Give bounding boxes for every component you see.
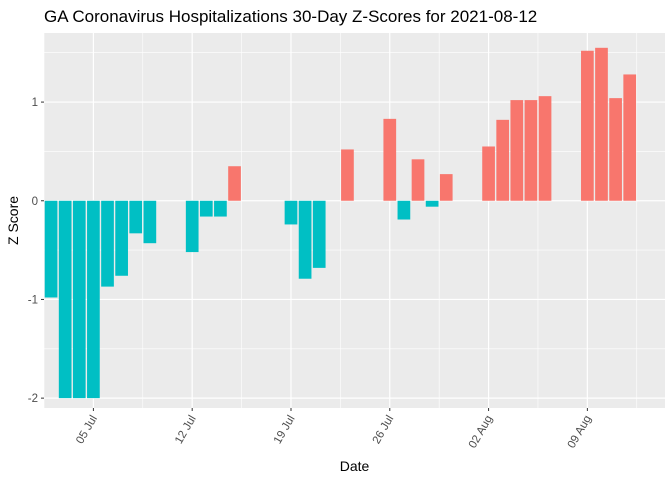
bar — [439, 174, 453, 201]
bar — [312, 200, 326, 268]
bar — [341, 149, 354, 201]
x-tick-label: 19 Jul — [272, 414, 298, 447]
bar — [595, 47, 608, 201]
x-tick-label: 02 Aug — [467, 414, 495, 451]
bar — [284, 200, 298, 225]
bar — [214, 200, 227, 217]
bars — [44, 47, 637, 399]
bar — [199, 200, 213, 217]
bar — [609, 98, 622, 201]
x-tick-label: 09 Aug — [566, 414, 594, 451]
y-tick-label: 0 — [32, 196, 38, 208]
bar — [411, 159, 425, 201]
chart-title: GA Coronavirus Hospitalizations 30-Day Z… — [44, 7, 537, 26]
x-tick-label: 12 Jul — [173, 414, 199, 447]
bar — [383, 118, 397, 201]
bar — [425, 200, 439, 207]
x-tick-label: 05 Jul — [74, 414, 100, 447]
bar — [129, 200, 143, 234]
y-axis: -2 -1 0 1 — [28, 97, 44, 405]
bar — [538, 96, 552, 201]
bar — [496, 119, 510, 201]
bar — [58, 200, 72, 399]
bar — [482, 146, 495, 201]
bar — [581, 50, 594, 201]
bar — [44, 200, 58, 298]
y-tick-label: 1 — [32, 97, 38, 109]
bar — [524, 100, 538, 201]
y-tick-label: -2 — [28, 393, 38, 405]
bar — [87, 200, 100, 399]
grid-lines — [43, 33, 665, 408]
bar — [510, 100, 524, 201]
bar — [115, 200, 128, 276]
bar — [228, 166, 241, 201]
y-axis-title: Z Score — [5, 196, 21, 245]
y-tick-label: -1 — [28, 294, 38, 306]
bar — [185, 200, 199, 253]
x-axis-title: Date — [340, 458, 370, 474]
bar — [101, 200, 114, 287]
x-axis: 05 Jul 12 Jul 19 Jul 26 Jul 02 Aug 09 Aug — [74, 408, 594, 451]
x-tick-label: 26 Jul — [371, 414, 397, 447]
bar — [143, 200, 157, 244]
bar — [298, 200, 312, 279]
bar — [623, 74, 637, 201]
bar — [72, 200, 86, 399]
bar — [397, 200, 411, 220]
